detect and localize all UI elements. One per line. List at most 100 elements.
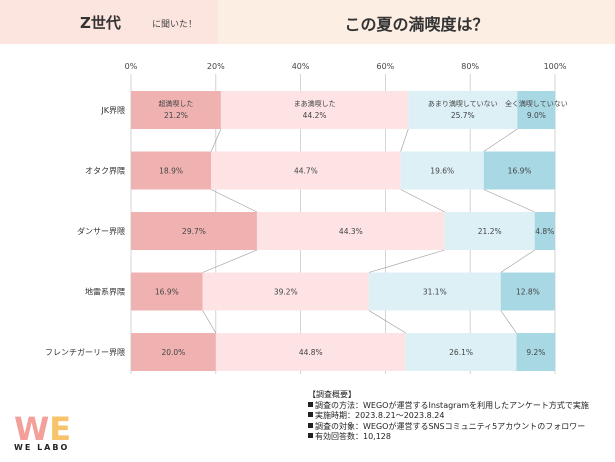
connector-line <box>202 310 217 334</box>
data-label: 31.1% <box>423 288 447 297</box>
bar-segment <box>131 333 216 371</box>
bar-segment <box>202 272 369 311</box>
bar-segment <box>444 212 535 250</box>
x-tick-label: 80% <box>461 62 479 71</box>
summary-title: 【調査概要】 <box>308 390 356 399</box>
summary-text: 有効回答数：10,128 <box>315 432 391 441</box>
we-labo-logo: WE WE LABO <box>12 410 82 460</box>
header-left-panel: Z世代 に聞いた！ <box>0 0 218 44</box>
connector-line <box>483 128 518 152</box>
data-label: 9.0% <box>527 111 546 120</box>
logo-mark-text: WE <box>14 410 71 444</box>
x-tick-label: 20% <box>207 62 225 71</box>
summary-text: 実施時期：2023.8.21〜2023.8.24 <box>315 411 445 420</box>
data-label: 44.2% <box>303 111 327 120</box>
chart-title: この夏の満喫度は？ <box>344 15 489 34</box>
bar-segment <box>517 91 556 129</box>
bar-segment <box>400 151 484 190</box>
data-label: 4.8% <box>535 227 554 236</box>
data-label: 29.7% <box>182 227 206 236</box>
connector-line <box>210 128 222 152</box>
data-label: 26.1% <box>449 348 473 357</box>
legend-label: まあ満喫した <box>294 99 336 108</box>
summary-line: 有効回答数：10,128 <box>308 432 608 443</box>
logo-mark-letter: W <box>14 410 49 444</box>
logo-mark-letter: E <box>49 410 71 444</box>
header-right-panel: この夏の満喫度は？ <box>218 0 615 44</box>
legend: 超満喫した まあ満喫した あまり満喫していない 全く満喫していない <box>158 99 567 108</box>
x-axis-ticks: 0% 20% 40% 60% 80% 100% <box>125 62 567 71</box>
bar-segment <box>131 91 221 129</box>
data-label: 44.7% <box>294 167 318 176</box>
bullet-square <box>308 422 313 428</box>
legend-label: 全く満喫していない <box>505 99 568 108</box>
bullet-square <box>308 433 313 438</box>
summary-text: 調査の方法：WEGOが運営するInstagramを利用したアンケート方式で実施 <box>315 400 589 410</box>
bar-segment <box>405 333 517 371</box>
data-label: 16.9% <box>155 288 179 297</box>
data-label: 16.9% <box>508 167 532 176</box>
x-tick-label: 0% <box>125 62 138 71</box>
category-label: フレンチガーリー界隈 <box>45 347 125 357</box>
connector-line <box>500 310 517 334</box>
data-label: 21.2% <box>164 111 188 120</box>
legend-label: あまり満喫していない <box>428 99 498 108</box>
bar-segment <box>211 151 401 190</box>
header-subtitle: に聞いた！ <box>152 20 198 30</box>
bar-segment <box>534 212 555 250</box>
connector-line <box>500 249 535 273</box>
bar-segment <box>220 91 409 129</box>
data-label: 20.0% <box>161 348 185 357</box>
bar-segment <box>131 151 212 190</box>
connector-line <box>368 249 445 273</box>
x-tick-label: 40% <box>292 62 310 71</box>
bar-segment <box>215 333 406 371</box>
category-label: 地雷系界隈 <box>85 287 125 297</box>
category-label: オタク界隈 <box>85 167 125 176</box>
bar-segment <box>483 151 556 190</box>
logo-name: WE LABO <box>14 443 70 452</box>
summary-line: 実施時期：2023.8.21〜2023.8.24 <box>308 411 608 422</box>
bar-segment <box>131 272 203 311</box>
data-label: 21.2% <box>478 227 502 236</box>
bar-segment <box>408 91 518 129</box>
bar-segment <box>131 212 257 250</box>
survey-summary: 【調査概要】 調査の方法：WEGOが運営するInstagramを利用したアンケー… <box>308 390 608 443</box>
x-tick-label: 100% <box>544 62 567 71</box>
connector-line <box>483 189 535 213</box>
bar-segment <box>500 272 555 311</box>
stacked-bar-chart: 0% 20% 40% 60% 80% 100% 21.2% 44.2% 25.7% 9.0% 18… <box>45 62 568 374</box>
bullet-square <box>308 412 313 417</box>
data-label: 19.6% <box>430 167 454 176</box>
connector-line <box>400 128 409 152</box>
connector-line <box>211 189 258 213</box>
we-logo-mark-icon: WE <box>14 410 71 448</box>
data-label: 25.7% <box>451 111 475 120</box>
legend-label: 超満喫した <box>158 99 193 108</box>
data-labels: 21.2% 44.2% 25.7% 9.0% 18.9% 44.7% 19.6% 16.9% 2… <box>155 111 554 357</box>
bullet-square <box>308 401 313 407</box>
bar-segment <box>516 333 556 371</box>
data-label: 12.8% <box>516 288 540 297</box>
bars <box>131 91 556 371</box>
connector-line <box>202 249 258 273</box>
connector-line <box>368 310 406 334</box>
header-gen-z-label: Z世代 <box>80 14 121 32</box>
data-label: 44.3% <box>339 227 363 236</box>
segment-connectors <box>202 128 535 334</box>
data-label: 18.9% <box>159 167 183 176</box>
data-label: 44.8% <box>299 348 323 357</box>
header: Z世代 に聞いた！ この夏の満喫度は？ <box>0 0 615 44</box>
data-label: 9.2% <box>526 348 545 357</box>
data-label: 39.2% <box>274 288 298 297</box>
summary-line: 調査の方法：WEGOが運営するInstagramを利用したアンケート方式で実施 <box>308 401 608 412</box>
summary-text: 調査の対象：WEGOが運営するSNSコミュニティ5アカウントのフォロワー <box>315 421 586 431</box>
connector-line <box>400 189 445 213</box>
summary-line: 調査の対象：WEGOが運営するSNSコミュニティ5アカウントのフォロワー <box>308 422 608 433</box>
bar-segment <box>368 272 501 311</box>
x-tick-label: 60% <box>377 62 395 71</box>
category-label: ダンサー界隈 <box>77 226 125 236</box>
category-label: JK界隈 <box>100 106 125 115</box>
bar-segment <box>256 212 445 250</box>
